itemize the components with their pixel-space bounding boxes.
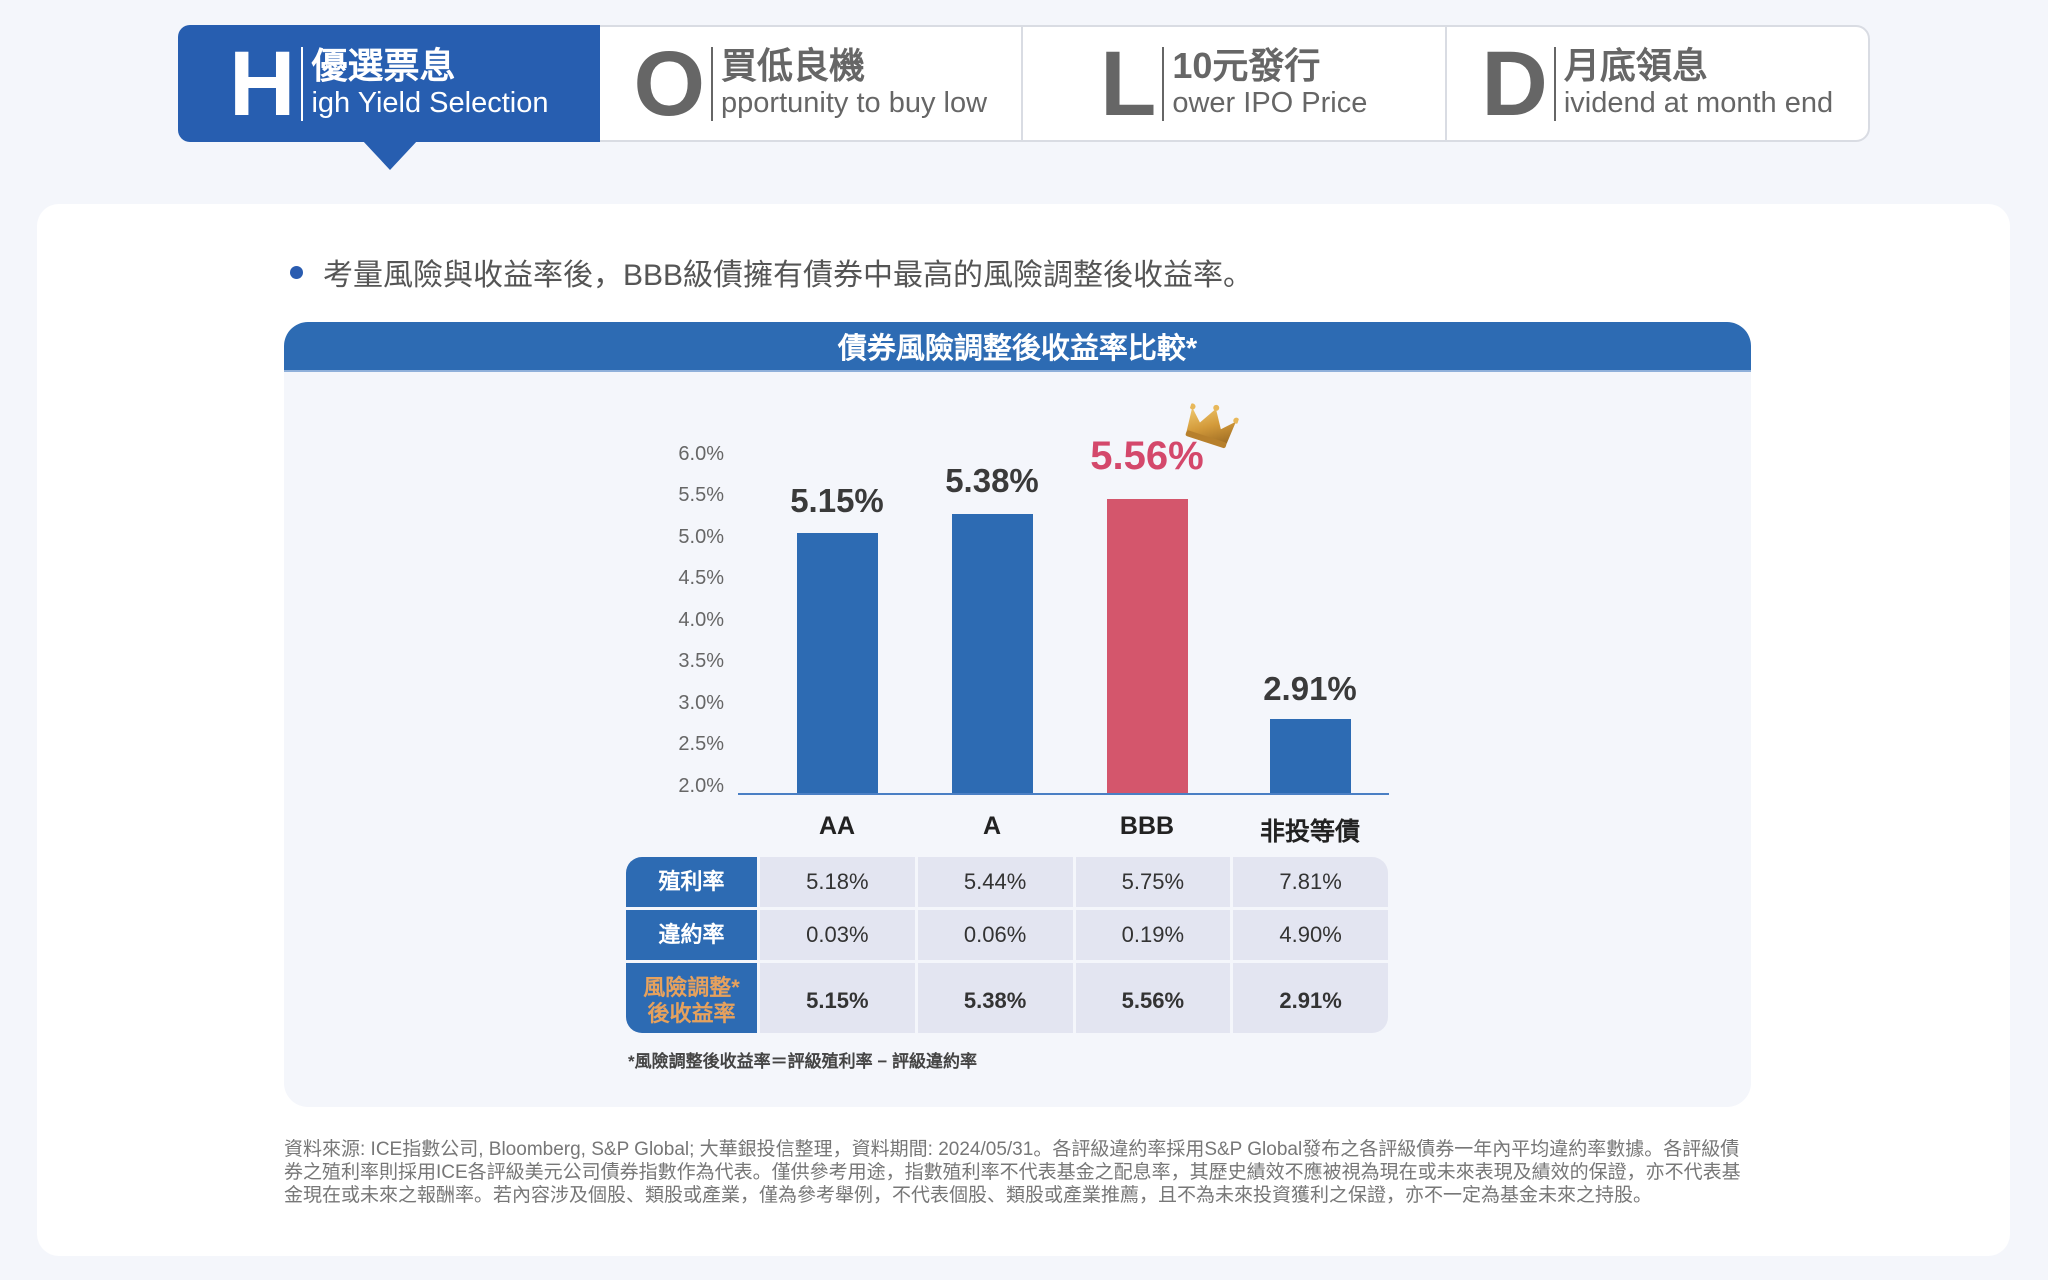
tab-dividend[interactable]: D 月底領息 ividend at month end [1447,27,1869,140]
table-cell: 5.15% [760,963,915,1033]
x-axis-line [738,793,1389,795]
crown-icon [1185,403,1240,449]
y-tick: 4.0% [678,609,724,631]
active-tab-pointer-icon [362,140,418,170]
feature-tab-bar: H 優選票息 igh Yield Selection O 買低良機 pportu… [178,25,1870,142]
y-tick: 3.0% [678,692,724,714]
tab-letter: D [1481,32,1547,135]
bullet-text: 考量風險與收益率後，BBB級債擁有債券中最高的風險調整後收益率。 [323,259,1254,292]
chart-header: 債券風險調整後收益率比較* [284,322,1751,372]
row-header-yield: 殖利率 [626,857,757,907]
table-cell: 7.81% [1233,857,1388,907]
bar-value-label: 2.91% [1263,670,1357,707]
table-footnote: *風險調整後收益率＝評級殖利率 − 評級違約率 [628,1052,977,1071]
table-cell: 0.03% [760,910,915,960]
y-tick: 2.5% [678,733,724,755]
y-tick: 2.0% [678,775,724,797]
tab-title: 買低良機 [721,45,866,87]
y-tick: 5.0% [678,526,724,548]
category-label: BBB [1119,812,1175,840]
category-label: A [982,812,1002,840]
y-tick: 6.0% [678,443,724,465]
bar-non-investment-grade[interactable] [1270,719,1351,794]
bar-value-label: 5.15% [790,482,884,519]
tab-divider [1162,46,1165,121]
table-cell: 5.18% [760,857,915,907]
bar-value-label-highlight: 5.56% [1090,434,1204,478]
tab-letter: L [1100,32,1156,135]
tab-subtitle: ividend at month end [1563,86,1834,119]
tab-subtitle: igh Yield Selection [311,86,549,119]
bar-aa[interactable] [797,533,878,794]
tab-subtitle: ower IPO Price [1172,86,1368,119]
chart-title: 債券風險調整後收益率比較* [837,333,1198,365]
table-cell: 2.91% [1233,963,1388,1033]
y-tick: 5.5% [678,484,724,506]
y-tick: 3.5% [678,650,724,672]
tab-title: 10元發行 [1172,45,1321,87]
table-cell: 5.44% [917,857,1073,907]
yield-table: 殖利率 5.18% 5.44% 5.75% 7.81% 違約率 0.03% 0.… [626,857,1388,1033]
row-header-line: 後收益率 [647,1001,736,1026]
source-disclaimer: 資料來源: ICE指數公司, Bloomberg, S&P Global; 大華… [284,1139,1741,1206]
bar-a[interactable] [952,514,1033,794]
tab-letter: H [229,32,295,135]
tab-title: 月底領息 [1563,45,1708,87]
tab-divider [301,46,304,121]
bullet-dot-icon [290,265,303,279]
tab-letter: O [633,32,705,135]
category-label: 非投等債 [1259,818,1360,846]
bullet-point: 考量風險與收益率後，BBB級債擁有債券中最高的風險調整後收益率。 [290,250,1253,294]
table-cell: 5.75% [1075,857,1231,907]
tab-title: 優選票息 [311,45,456,87]
table-cell: 0.06% [917,910,1073,960]
tab-lower-ipo-price[interactable]: L 10元發行 ower IPO Price [1023,27,1447,140]
table-cell: 4.90% [1233,910,1388,960]
tab-subtitle: pportunity to buy low [721,86,988,119]
row-header-line: 風險調整* [643,974,740,1000]
tab-divider [711,46,714,121]
category-label: AA [818,812,856,840]
table-cell: 0.19% [1075,910,1231,960]
bar-value-label: 5.38% [945,462,1039,499]
row-header-default-rate: 違約率 [626,910,757,960]
row-header-risk-adjusted-yield: 風險調整* 後收益率 [626,963,757,1033]
tab-high-yield[interactable]: H 優選票息 igh Yield Selection [178,25,600,142]
bar-bbb[interactable] [1107,499,1188,794]
y-tick: 4.5% [678,567,724,589]
table-cell: 5.38% [917,963,1073,1033]
tab-divider [1553,46,1556,121]
tab-opportunity[interactable]: O 買低良機 pportunity to buy low [600,27,1023,140]
chart-panel: 債券風險調整後收益率比較* 6.0% 5.5% 5.0% 4.5% 4.0% 3… [284,322,1751,1107]
table-cell: 5.56% [1075,963,1231,1033]
